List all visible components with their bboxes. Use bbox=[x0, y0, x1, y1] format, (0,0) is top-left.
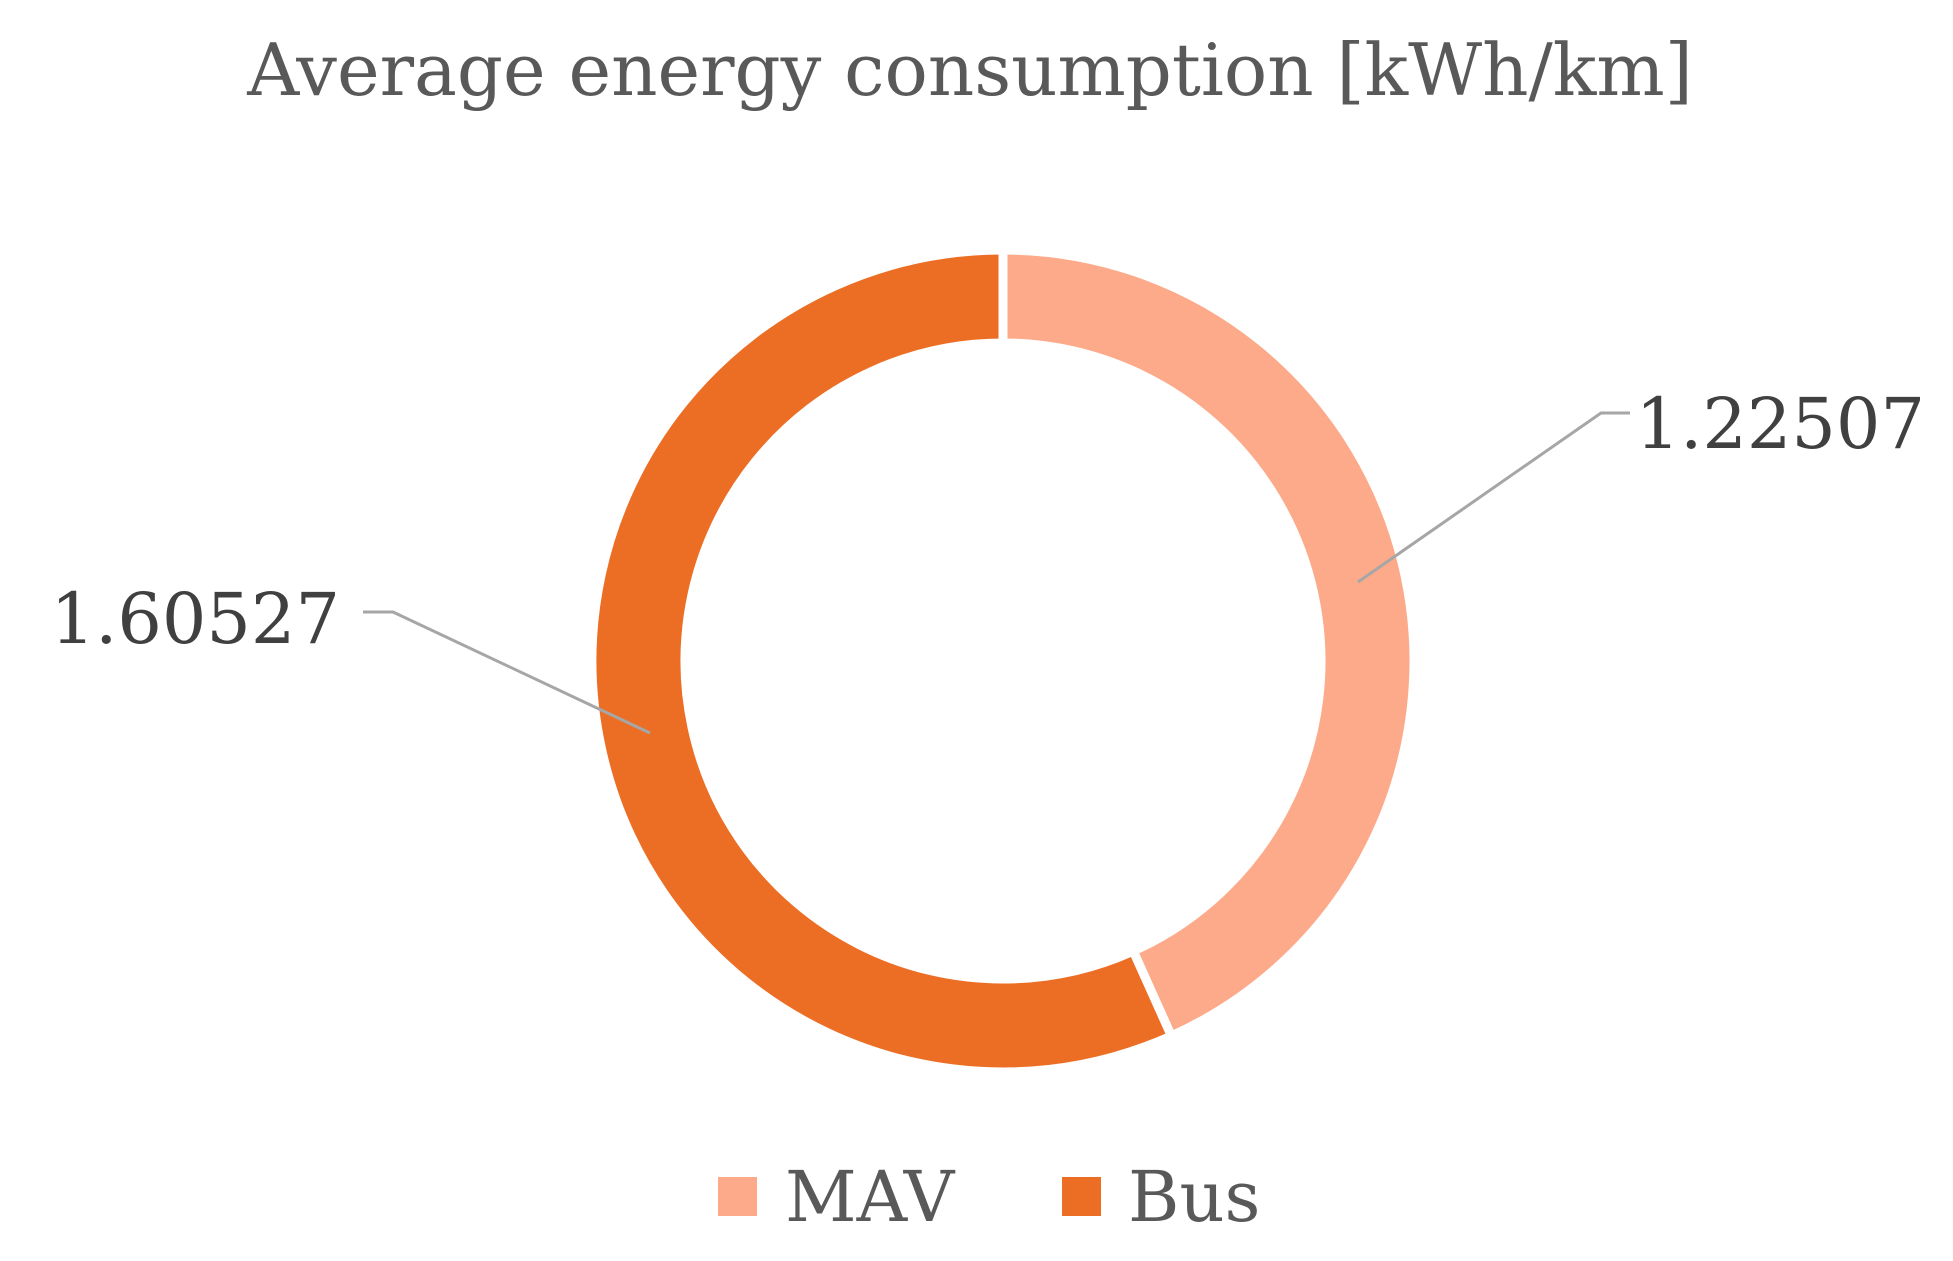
leader-line-mav bbox=[1357, 411, 1630, 584]
legend-item-mav: MAV bbox=[718, 1156, 956, 1238]
slices-group bbox=[587, 245, 1419, 1077]
slice-bus bbox=[587, 245, 1178, 1077]
legend-label-bus: Bus bbox=[1128, 1156, 1260, 1238]
legend-item-bus: Bus bbox=[1062, 1156, 1260, 1238]
chart-title: Average energy consumption [kWh/km] bbox=[246, 28, 1693, 112]
data-label-mav: 1.22507 bbox=[1636, 383, 1925, 465]
legend: MAV Bus bbox=[718, 1156, 1260, 1238]
legend-swatch-mav bbox=[718, 1177, 757, 1216]
slice-mav bbox=[998, 245, 1419, 1042]
legend-swatch-bus bbox=[1062, 1177, 1101, 1216]
leader-line-bus bbox=[363, 610, 651, 735]
legend-label-mav: MAV bbox=[785, 1156, 956, 1238]
data-label-bus: 1.60527 bbox=[51, 578, 340, 660]
